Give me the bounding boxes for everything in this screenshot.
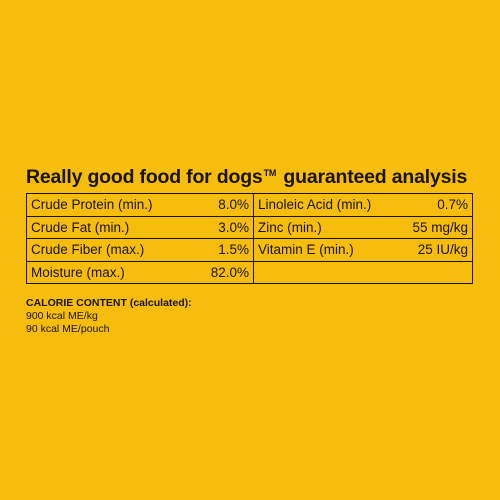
table-row: Moisture (max.) 82.0% bbox=[26, 260, 473, 284]
trademark-mark: TM bbox=[263, 168, 277, 178]
table-cell: Crude Protein (min.) 8.0% bbox=[26, 193, 254, 217]
nutrient-value: 8.0% bbox=[218, 197, 249, 213]
table-row: Crude Fiber (max.) 1.5% Vitamin E (min.) 2… bbox=[26, 238, 473, 262]
table-cell bbox=[253, 260, 473, 284]
table-cell: Crude Fat (min.) 3.0% bbox=[26, 215, 254, 239]
calorie-heading: CALORIE CONTENT (calculated): bbox=[26, 297, 192, 309]
analysis-title: Really good food for dogsTM guaranteed a… bbox=[26, 166, 467, 189]
table-cell: Moisture (max.) 82.0% bbox=[26, 260, 254, 284]
table-cell: Crude Fiber (max.) 1.5% bbox=[26, 238, 254, 262]
title-suffix: guaranteed analysis bbox=[283, 166, 468, 188]
nutrient-label: Crude Protein (min.) bbox=[31, 197, 153, 213]
nutrient-value: 25 IU/kg bbox=[417, 242, 468, 258]
calorie-content: CALORIE CONTENT (calculated): 900 kcal M… bbox=[26, 297, 192, 336]
nutrient-value: 1.5% bbox=[218, 242, 249, 258]
nutrient-value: 3.0% bbox=[218, 219, 249, 235]
nutrient-label: Moisture (max.) bbox=[31, 264, 125, 280]
nutrient-label: Vitamin E (min.) bbox=[258, 242, 354, 258]
title-text: Really good food for dogs bbox=[26, 166, 263, 188]
nutrient-value: 0.7% bbox=[437, 197, 468, 213]
table-row: Crude Fat (min.) 3.0% Zinc (min.) 55 mg/kg bbox=[26, 215, 473, 239]
table-cell: Linoleic Acid (min.) 0.7% bbox=[253, 193, 473, 217]
nutrient-label: Crude Fiber (max.) bbox=[31, 242, 145, 258]
table-cell: Vitamin E (min.) 25 IU/kg bbox=[253, 238, 473, 262]
nutrient-label: Crude Fat (min.) bbox=[31, 219, 130, 235]
nutrient-value: 82.0% bbox=[210, 264, 249, 280]
nutrient-value: 55 mg/kg bbox=[412, 219, 468, 235]
guaranteed-analysis-table: Crude Protein (min.) 8.0% Linoleic Acid (… bbox=[26, 193, 473, 284]
nutrient-label: Zinc (min.) bbox=[258, 219, 322, 235]
calorie-line-kg: 900 kcal ME/kg bbox=[26, 310, 98, 322]
table-row: Crude Protein (min.) 8.0% Linoleic Acid (… bbox=[26, 193, 473, 217]
calorie-line-pouch: 90 kcal ME/pouch bbox=[26, 323, 110, 335]
table-cell: Zinc (min.) 55 mg/kg bbox=[253, 215, 473, 239]
nutrient-label: Linoleic Acid (min.) bbox=[258, 197, 372, 213]
